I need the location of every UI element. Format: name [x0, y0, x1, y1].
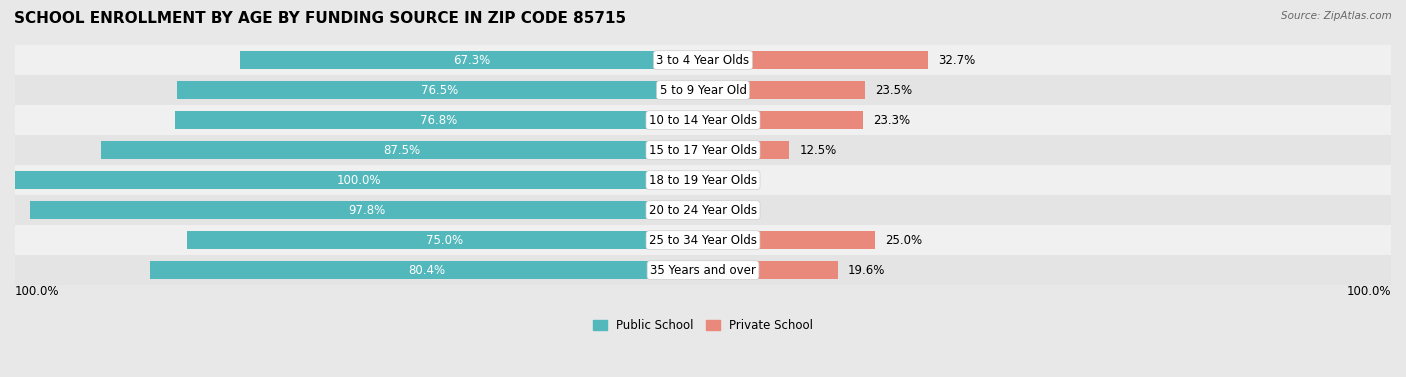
Text: 32.7%: 32.7% [938, 54, 976, 67]
Text: 67.3%: 67.3% [453, 54, 491, 67]
Bar [174, 111, 703, 129]
Bar [15, 75, 1391, 105]
Legend: Public School, Private School: Public School, Private School [593, 319, 813, 332]
Text: 35 Years and over: 35 Years and over [650, 264, 756, 277]
Bar [15, 105, 1391, 135]
Bar [15, 45, 1391, 75]
Text: 87.5%: 87.5% [384, 144, 420, 157]
Text: 75.0%: 75.0% [426, 234, 464, 247]
Text: 2.2%: 2.2% [728, 204, 758, 217]
Text: 20 to 24 Year Olds: 20 to 24 Year Olds [650, 204, 756, 217]
Text: 19.6%: 19.6% [848, 264, 886, 277]
Bar [15, 195, 1391, 225]
Text: Source: ZipAtlas.com: Source: ZipAtlas.com [1281, 11, 1392, 21]
Bar [703, 261, 838, 279]
Text: 100.0%: 100.0% [15, 285, 59, 298]
Bar [703, 111, 863, 129]
Text: 18 to 19 Year Olds: 18 to 19 Year Olds [650, 174, 756, 187]
Bar [703, 81, 865, 100]
Text: 0.0%: 0.0% [717, 174, 747, 187]
Bar [703, 141, 789, 159]
Bar [15, 255, 1391, 285]
Text: SCHOOL ENROLLMENT BY AGE BY FUNDING SOURCE IN ZIP CODE 85715: SCHOOL ENROLLMENT BY AGE BY FUNDING SOUR… [14, 11, 626, 26]
Text: 5 to 9 Year Old: 5 to 9 Year Old [659, 84, 747, 97]
Text: 100.0%: 100.0% [1347, 285, 1391, 298]
Text: 23.5%: 23.5% [875, 84, 912, 97]
Bar [187, 231, 703, 250]
Text: 76.5%: 76.5% [422, 84, 458, 97]
Text: 10 to 14 Year Olds: 10 to 14 Year Olds [650, 114, 756, 127]
Text: 25 to 34 Year Olds: 25 to 34 Year Olds [650, 234, 756, 247]
Bar [150, 261, 703, 279]
Bar [703, 231, 875, 250]
Text: 12.5%: 12.5% [800, 144, 837, 157]
Bar [177, 81, 703, 100]
Text: 15 to 17 Year Olds: 15 to 17 Year Olds [650, 144, 756, 157]
Bar [15, 225, 1391, 255]
Text: 76.8%: 76.8% [420, 114, 457, 127]
Bar [15, 165, 1391, 195]
Text: 3 to 4 Year Olds: 3 to 4 Year Olds [657, 54, 749, 67]
Bar [703, 51, 928, 69]
Bar [240, 51, 703, 69]
Text: 97.8%: 97.8% [347, 204, 385, 217]
Bar [15, 135, 1391, 165]
Bar [30, 201, 703, 219]
Bar [703, 201, 718, 219]
Text: 80.4%: 80.4% [408, 264, 444, 277]
Bar [101, 141, 703, 159]
Text: 100.0%: 100.0% [337, 174, 381, 187]
Text: 25.0%: 25.0% [886, 234, 922, 247]
Text: 23.3%: 23.3% [873, 114, 911, 127]
Bar [15, 171, 703, 190]
